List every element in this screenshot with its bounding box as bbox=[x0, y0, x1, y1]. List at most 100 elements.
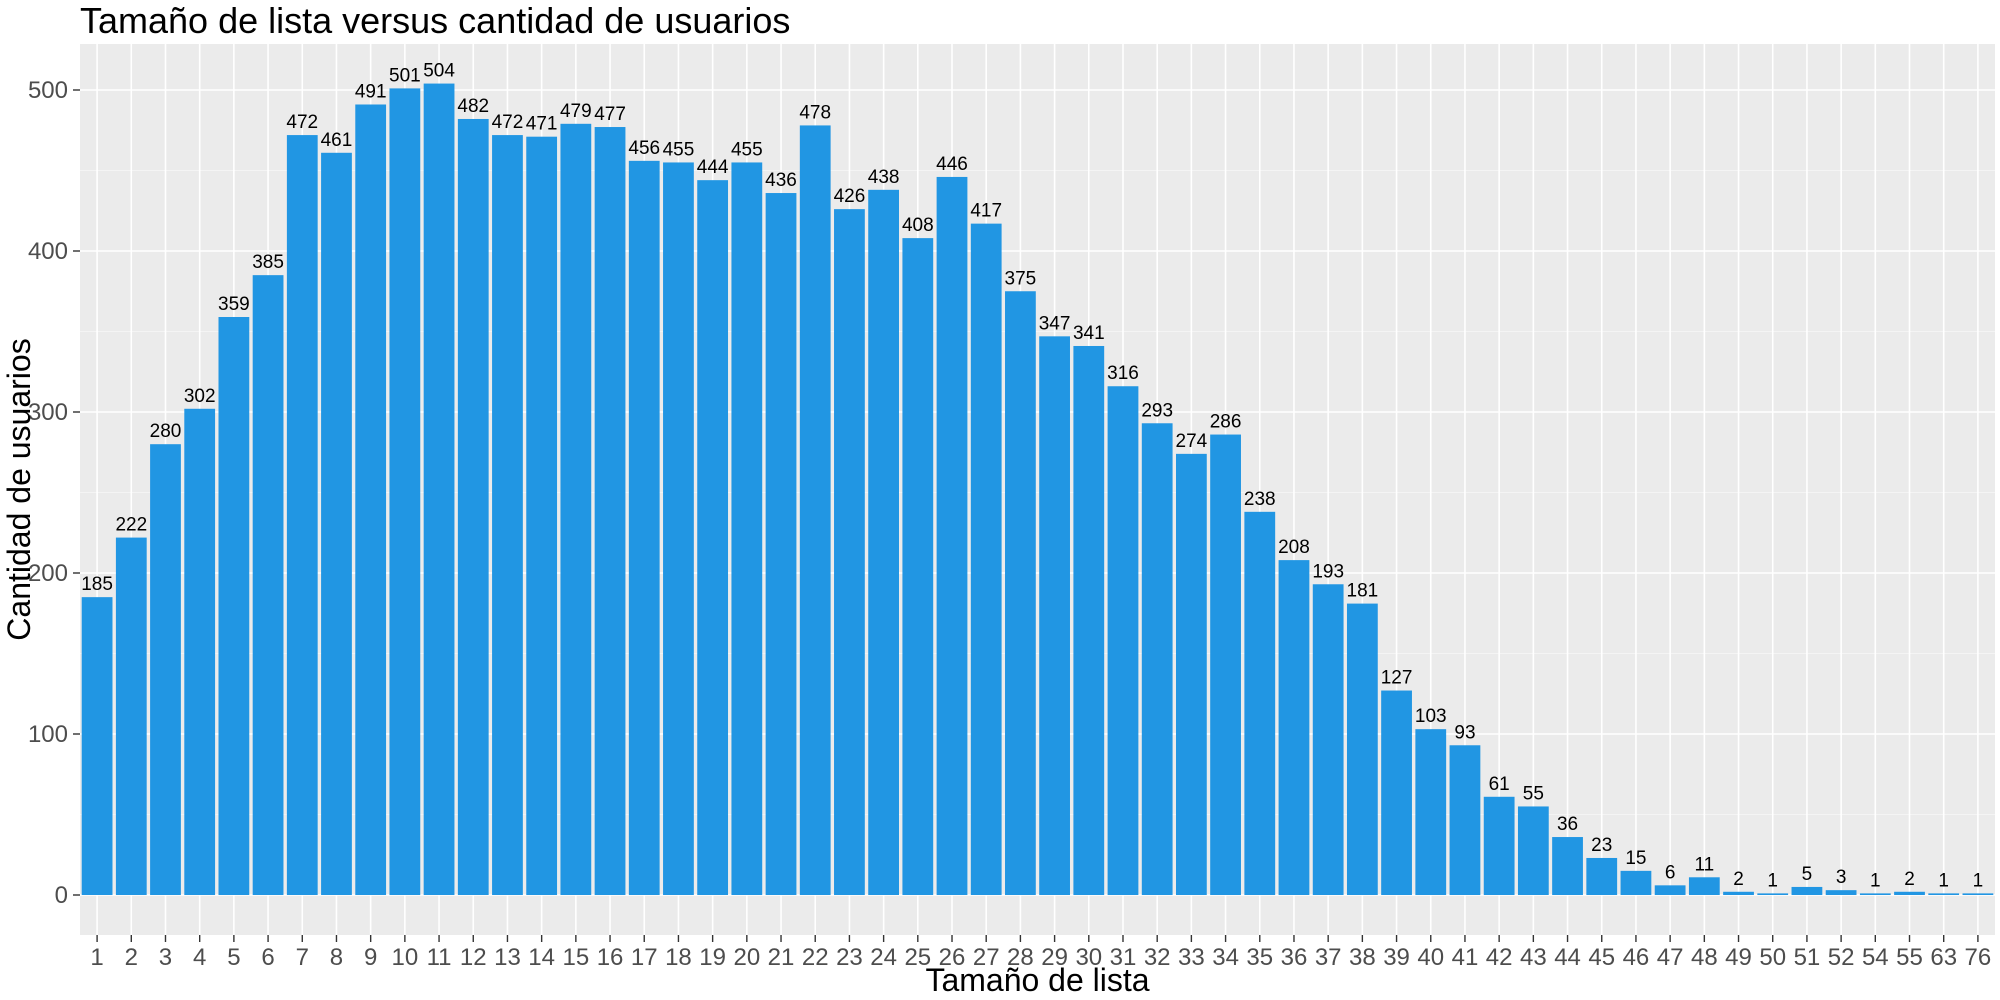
bar-10 bbox=[389, 88, 421, 895]
bar-13 bbox=[492, 135, 523, 895]
data-label-45: 23 bbox=[1591, 835, 1612, 856]
data-label-52: 3 bbox=[1836, 867, 1847, 888]
data-label-21: 436 bbox=[765, 170, 797, 191]
x-tick-label-43: 43 bbox=[1520, 944, 1547, 971]
data-label-51: 5 bbox=[1802, 864, 1813, 885]
x-tick-label-16: 16 bbox=[597, 944, 624, 971]
data-label-63: 1 bbox=[1938, 870, 1949, 891]
data-label-40: 103 bbox=[1415, 706, 1447, 727]
bar-9 bbox=[355, 104, 387, 896]
bar-12 bbox=[457, 118, 489, 896]
bar-27 bbox=[970, 223, 1002, 895]
y-axis: 0 100 200 300 400 500 bbox=[28, 77, 80, 909]
data-label-33: 274 bbox=[1176, 431, 1208, 452]
data-label-17: 456 bbox=[628, 138, 660, 159]
bar-18 bbox=[663, 162, 694, 895]
x-tick-label-36: 36 bbox=[1281, 944, 1308, 971]
x-tick-label-33: 33 bbox=[1178, 944, 1205, 971]
bar-32 bbox=[1141, 423, 1173, 895]
bar-20 bbox=[731, 162, 763, 895]
data-label-34: 286 bbox=[1210, 412, 1242, 433]
bar-21 bbox=[765, 193, 797, 896]
x-tick-label-17: 17 bbox=[631, 944, 658, 971]
bar-16 bbox=[594, 127, 626, 895]
bar-22 bbox=[799, 125, 831, 896]
data-label-10: 501 bbox=[389, 65, 421, 86]
bar-55 bbox=[1894, 891, 1925, 895]
data-label-9: 491 bbox=[355, 81, 387, 102]
bar-31 bbox=[1107, 386, 1139, 895]
data-label-20: 455 bbox=[731, 139, 763, 160]
bar-33 bbox=[1175, 453, 1207, 895]
data-label-26: 446 bbox=[936, 154, 968, 175]
bar-38 bbox=[1346, 603, 1378, 895]
data-label-29: 347 bbox=[1039, 313, 1071, 334]
x-tick-label-25: 25 bbox=[904, 944, 931, 971]
data-label-49: 2 bbox=[1733, 869, 1744, 890]
x-tick-label-1: 1 bbox=[90, 944, 103, 971]
data-label-43: 55 bbox=[1523, 783, 1544, 804]
data-label-28: 375 bbox=[1005, 268, 1037, 289]
data-label-2: 222 bbox=[115, 515, 147, 536]
bar-1 bbox=[81, 597, 113, 895]
y-tick-label-0: 0 bbox=[55, 882, 68, 909]
bar-28 bbox=[1005, 291, 1036, 895]
data-label-5: 359 bbox=[218, 294, 250, 315]
x-tick-label-54: 54 bbox=[1862, 944, 1889, 971]
bar-50 bbox=[1757, 893, 1789, 895]
bar-34 bbox=[1210, 434, 1241, 895]
x-tick-label-29: 29 bbox=[1041, 944, 1068, 971]
data-label-50: 1 bbox=[1767, 870, 1778, 891]
bar-4 bbox=[184, 408, 216, 895]
data-label-35: 238 bbox=[1244, 489, 1276, 510]
chart-title: Tamaño de lista versus cantidad de usuar… bbox=[80, 0, 791, 41]
data-label-23: 426 bbox=[834, 186, 866, 207]
bar-52 bbox=[1825, 890, 1857, 895]
x-tick-label-37: 37 bbox=[1315, 944, 1342, 971]
x-tick-label-4: 4 bbox=[193, 944, 206, 971]
data-label-32: 293 bbox=[1141, 400, 1173, 421]
data-label-48: 11 bbox=[1694, 854, 1714, 875]
data-label-41: 93 bbox=[1454, 722, 1475, 743]
bar-25 bbox=[902, 238, 934, 895]
data-label-76: 1 bbox=[1973, 870, 1984, 891]
bar-3 bbox=[150, 444, 181, 895]
x-tick-label-28: 28 bbox=[1007, 944, 1034, 971]
x-tick-label-52: 52 bbox=[1828, 944, 1855, 971]
x-tick-label-7: 7 bbox=[296, 944, 309, 971]
x-axis-title: Tamaño de lista bbox=[925, 962, 1149, 998]
x-tick-label-38: 38 bbox=[1349, 944, 1376, 971]
bar-23 bbox=[834, 209, 865, 895]
x-tick-label-31: 31 bbox=[1110, 944, 1137, 971]
x-tick-label-48: 48 bbox=[1691, 944, 1718, 971]
bar-41 bbox=[1449, 745, 1481, 895]
x-tick-label-6: 6 bbox=[261, 944, 274, 971]
bar-47 bbox=[1654, 885, 1686, 895]
data-label-1: 185 bbox=[81, 574, 113, 595]
data-label-12: 482 bbox=[457, 96, 489, 117]
bar-6 bbox=[252, 275, 284, 895]
bar-51 bbox=[1791, 886, 1823, 895]
y-tick-label-100: 100 bbox=[28, 721, 68, 748]
bar-30 bbox=[1073, 345, 1105, 895]
bar-37 bbox=[1312, 584, 1344, 895]
data-label-39: 127 bbox=[1381, 668, 1413, 689]
data-label-36: 208 bbox=[1278, 537, 1310, 558]
x-tick-label-13: 13 bbox=[494, 944, 521, 971]
x-tick-label-47: 47 bbox=[1657, 944, 1684, 971]
y-tick-label-500: 500 bbox=[28, 77, 68, 104]
x-tick-label-39: 39 bbox=[1383, 944, 1410, 971]
y-tick-label-400: 400 bbox=[28, 238, 68, 265]
bar-76 bbox=[1962, 893, 1994, 895]
data-label-27: 417 bbox=[970, 201, 1002, 222]
bars bbox=[81, 83, 1994, 896]
data-label-13: 472 bbox=[492, 112, 524, 133]
bar-5 bbox=[218, 317, 250, 895]
x-tick-label-5: 5 bbox=[227, 944, 240, 971]
data-label-38: 181 bbox=[1347, 581, 1379, 602]
bar-39 bbox=[1381, 690, 1412, 895]
data-label-47: 6 bbox=[1665, 862, 1676, 883]
data-label-55: 2 bbox=[1904, 869, 1915, 890]
bar-14 bbox=[526, 136, 558, 895]
